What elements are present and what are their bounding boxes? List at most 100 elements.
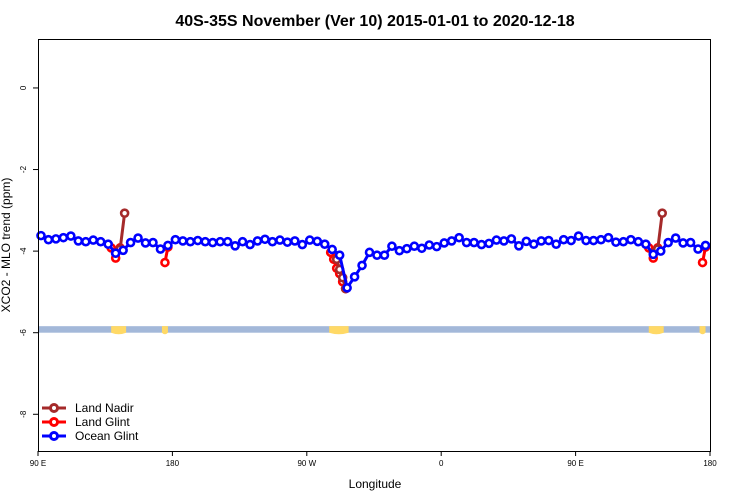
ocean-glint-point [670, 233, 681, 243]
ocean-glint-point [521, 236, 532, 247]
chart-title: 40S-35S November (Ver 10) 2015-01-01 to … [175, 13, 574, 30]
ocean-glint-point [200, 236, 211, 247]
ocean-glint-point [185, 236, 196, 247]
ocean-glint-point [36, 230, 46, 241]
land-patch-1 [161, 326, 168, 335]
ocean-glint-point [342, 283, 352, 293]
ocean-glint-point [327, 244, 337, 255]
ocean-glint-point [499, 236, 509, 246]
ocean-glint-point [207, 237, 218, 248]
ocean-glint-point [551, 239, 561, 249]
ocean-glint-point [454, 232, 464, 243]
legend-label-ocean-glint: Ocean Glint [75, 429, 139, 443]
ocean-glint-point [357, 260, 367, 271]
ocean-glint-point [655, 246, 666, 256]
ocean-glint-point [693, 244, 703, 254]
ocean-glint-point [155, 244, 166, 254]
ocean-glint-point [267, 236, 278, 247]
x-axis-label: Longitude [349, 477, 402, 491]
legend-marker-land-glint [49, 417, 59, 427]
ocean-glint-point [431, 241, 442, 252]
ocean-glint-point [252, 236, 263, 246]
ocean-glint-point [51, 234, 61, 244]
ocean-glint-point [260, 234, 270, 245]
ocean-glint-point [364, 247, 375, 258]
ocean-glint-point [170, 234, 181, 245]
ocean-glint-point [66, 231, 76, 241]
x-tick-label: 180 [703, 459, 717, 468]
y-tick-label: -4 [19, 247, 28, 255]
ocean-glint-point [230, 241, 240, 251]
ocean-glint-point [387, 241, 397, 252]
ocean-glint-point [178, 236, 188, 246]
legend: Land Nadir Land Glint Ocean Glint [42, 401, 139, 443]
ocean-glint-point [80, 236, 91, 247]
y-axis-label: XCO2 - MLO trend (ppm) [0, 178, 13, 313]
ocean-glint-point [618, 236, 629, 247]
ocean-glint-point [133, 233, 143, 243]
ocean-glint-point [685, 237, 696, 248]
ocean-glint-point [237, 236, 248, 247]
y-tick-label: -6 [19, 329, 28, 337]
ocean-glint-point [588, 235, 599, 246]
ocean-glint-point [110, 248, 121, 258]
ocean-glint-point [349, 272, 360, 282]
ocean-glint-point [640, 239, 651, 249]
ocean-glint-point [611, 237, 621, 247]
legend-marker-land-nadir [49, 403, 59, 413]
ocean-glint-point [312, 236, 323, 247]
ocean-glint-point [409, 241, 420, 252]
ocean-glint-point [700, 240, 711, 251]
legend-marker-ocean-glint [49, 431, 59, 441]
ocean-glint-point [222, 236, 233, 247]
ocean-glint-point [282, 237, 293, 247]
ocean-glint-point [633, 236, 644, 247]
ocean-glint-point [379, 250, 390, 260]
land-patch-3 [648, 326, 664, 335]
ocean-glint-point [163, 240, 173, 251]
ocean-glint-point [95, 236, 106, 247]
x-tick-label: 90 E [30, 459, 46, 468]
ocean-glint-point [73, 236, 84, 246]
ocean-glint-point [43, 234, 54, 245]
ocean-glint-point [461, 237, 472, 248]
ocean-glint-point [469, 237, 479, 248]
x-tick-label: 90 W [297, 459, 316, 468]
land-strip [38, 326, 710, 335]
ocean-glint-point [245, 239, 255, 250]
x-tick-label: 180 [166, 459, 180, 468]
ocean-glint-point [536, 236, 547, 246]
ocean-glint-point [626, 234, 636, 245]
ocean-glint-point [678, 238, 688, 248]
y-axis: 0 -2 -4 -6 -8 [19, 85, 38, 418]
x-tick-label: 0 [439, 459, 444, 468]
ocean-glint-point [215, 236, 225, 247]
legend-item-ocean-glint: Ocean Glint [42, 429, 139, 443]
ocean-glint-point [491, 235, 502, 245]
land-patch-0 [111, 326, 127, 335]
ocean-glint-point [58, 232, 69, 243]
ocean-glint-point [506, 234, 517, 244]
land-glint-point [697, 257, 708, 268]
ocean-glint-point [603, 232, 614, 243]
land-patch-4 [699, 326, 706, 335]
legend-item-land-glint: Land Glint [42, 415, 130, 429]
land-glint-point [160, 257, 170, 268]
ocean-glint-point [372, 250, 382, 260]
x-tick-label: 90 E [567, 459, 583, 468]
ocean-glint-point [566, 235, 576, 246]
y-tick-label: -2 [19, 165, 28, 173]
ocean-glint-point [125, 237, 136, 248]
plot-frame [38, 39, 711, 452]
legend-label-land-nadir: Land Nadir [75, 401, 134, 415]
ocean-glint-point [558, 234, 569, 245]
ocean-glint-point [648, 249, 659, 260]
ocean-glint-point [543, 235, 554, 246]
ocean-glint-point [446, 236, 457, 246]
ocean-glint-point [514, 241, 524, 251]
ocean-glint-point [484, 238, 494, 249]
land-nadir-point [119, 208, 130, 218]
ocean-glint-point [402, 243, 412, 254]
ocean-glint-point [88, 235, 99, 245]
